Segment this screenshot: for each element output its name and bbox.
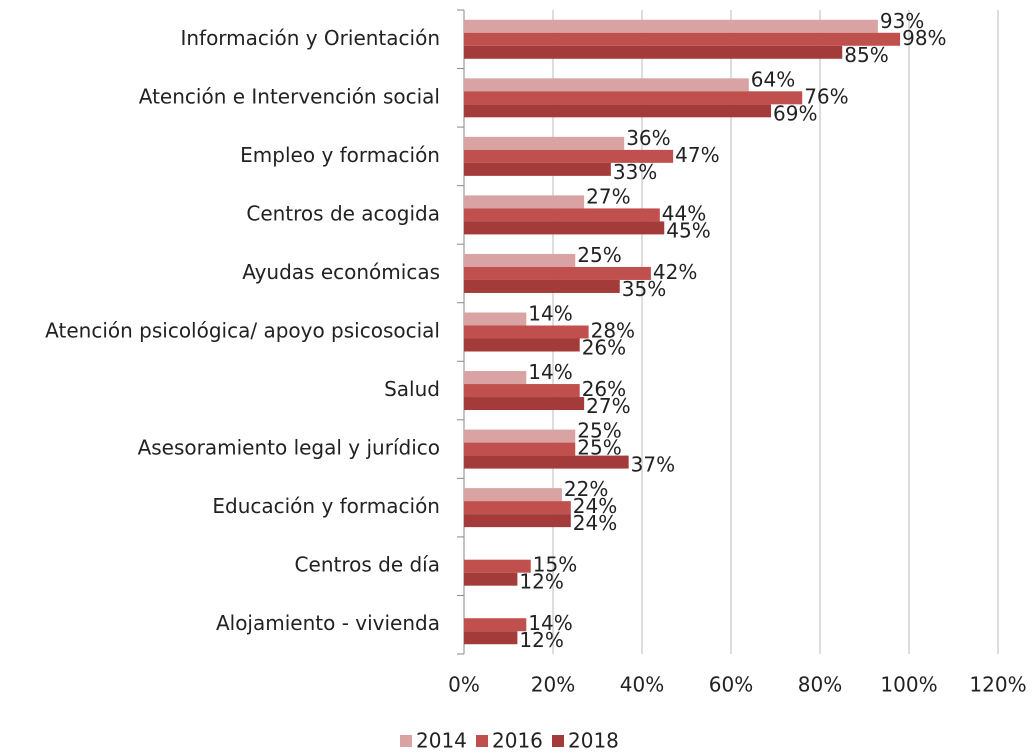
bar [464, 208, 660, 222]
y-tick-label: Centros de día [295, 553, 440, 577]
value-label: 42% [653, 260, 697, 284]
y-tick-label: Atención psicológica/ apoyo psicosocial [45, 319, 440, 343]
bar [464, 429, 576, 443]
value-label: 47% [675, 143, 719, 167]
bar [464, 78, 749, 92]
bar [464, 559, 531, 573]
value-label: 76% [804, 84, 848, 108]
bar [464, 325, 589, 339]
legend-label: 2014 [416, 729, 467, 753]
bar [464, 136, 625, 150]
bar [464, 279, 620, 293]
bar [464, 442, 576, 456]
y-tick-label: Asesoramiento legal y jurídico [138, 436, 440, 460]
bar [464, 19, 878, 33]
bar [464, 312, 527, 326]
y-tick-label: Educación y formación [212, 494, 440, 518]
value-label: 24% [573, 494, 617, 518]
value-label: 45% [666, 218, 710, 242]
legend-label: 2018 [568, 729, 619, 753]
value-label: 12% [519, 570, 563, 594]
legend-swatch [552, 735, 564, 747]
bar [464, 371, 527, 385]
bar [464, 338, 580, 352]
value-label: 44% [662, 201, 706, 225]
bar [464, 149, 674, 163]
y-tick-label: Información y Orientación [180, 26, 440, 50]
value-label: 26% [582, 377, 626, 401]
value-label: 25% [577, 243, 621, 267]
bar [464, 162, 611, 176]
bar [464, 397, 585, 411]
bar [464, 266, 651, 280]
value-label: 15% [533, 553, 577, 577]
value-label: 98% [902, 26, 946, 50]
y-tick-label: Alojamiento - vivienda [216, 611, 440, 635]
bar [464, 501, 571, 515]
value-label: 85% [844, 43, 888, 67]
y-tick-label: Centros de acogida [246, 201, 440, 225]
x-tick-label: 100% [880, 673, 937, 697]
legend-swatch [476, 735, 488, 747]
value-label: 27% [586, 184, 630, 208]
bar [464, 514, 571, 528]
bar [464, 32, 901, 46]
bar [464, 253, 576, 267]
value-label: 35% [622, 277, 666, 301]
value-label: 93% [880, 9, 924, 33]
value-label: 14% [528, 360, 572, 384]
bar [464, 631, 518, 645]
value-label: 28% [591, 319, 635, 343]
bar [464, 618, 527, 632]
value-label: 27% [586, 394, 630, 418]
bar [464, 572, 518, 586]
bar [464, 195, 585, 209]
y-tick-label: Ayudas económicas [242, 260, 440, 284]
x-tick-label: 0% [448, 673, 480, 697]
bar [464, 488, 562, 502]
y-tick-label: Salud [384, 377, 440, 401]
value-label: 64% [751, 67, 795, 91]
legend-label: 2016 [492, 729, 543, 753]
value-label: 26% [582, 336, 626, 360]
bar [464, 384, 580, 398]
value-label: 14% [528, 611, 572, 635]
x-tick-label: 40% [620, 673, 664, 697]
value-label: 36% [626, 126, 670, 150]
value-label: 22% [564, 477, 608, 501]
value-label: 24% [573, 511, 617, 535]
bar [464, 104, 772, 118]
value-label: 25% [577, 419, 621, 443]
x-tick-label: 20% [531, 673, 575, 697]
y-tick-label: Atención e Intervención social [139, 84, 440, 108]
x-tick-label: 80% [798, 673, 842, 697]
x-tick-label: 120% [969, 673, 1026, 697]
bar [464, 455, 629, 469]
y-tick-label: Empleo y formación [240, 143, 440, 167]
value-label: 37% [631, 453, 675, 477]
value-label: 12% [519, 628, 563, 652]
bar [464, 45, 843, 59]
x-tick-label: 60% [709, 673, 753, 697]
bar [464, 221, 665, 235]
value-label: 33% [613, 160, 657, 184]
value-label: 14% [528, 302, 572, 326]
value-label: 69% [773, 101, 817, 125]
bar [464, 91, 803, 105]
legend-swatch [400, 735, 412, 747]
